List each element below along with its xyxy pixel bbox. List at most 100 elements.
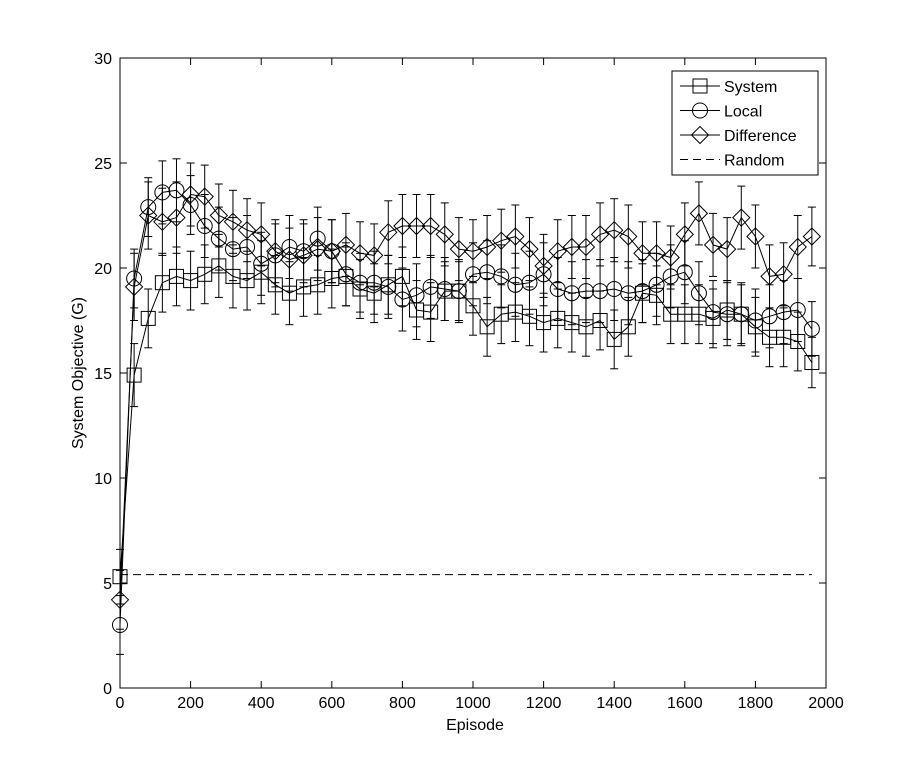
data-point [661,248,680,267]
error-bar [694,181,703,246]
y-tick-label: 5 [103,576,112,593]
data-point [153,212,172,232]
legend-marker [692,78,708,94]
data-point [280,250,299,269]
error-bar [313,217,322,282]
x-tick-label: 1200 [526,695,562,712]
data-point [294,246,313,265]
error-bar [144,181,153,250]
error-bar [172,181,181,254]
data-point [195,187,214,206]
data-point [507,276,524,293]
data-point [802,227,822,246]
x-tick-label: 1600 [667,695,703,712]
x-tick-label: 200 [177,695,204,712]
error-bar [610,198,619,263]
error-bar [793,215,802,279]
data-point [380,278,397,295]
error-bar [469,219,477,284]
error-bar [483,215,492,279]
error-bar [341,212,350,277]
error-bar [709,212,718,277]
y-axis-label: System Objective (G) [70,297,87,449]
data-point [209,206,229,225]
error-bar [412,194,421,258]
data-point [690,285,707,302]
data-point [619,227,638,246]
data-point [421,216,440,236]
data-point [435,225,454,244]
data-point [450,283,467,300]
error-bar [765,244,774,309]
data-point [124,277,144,297]
legend-label: System [724,79,777,96]
error-bar [144,288,153,349]
error-bar [243,198,252,263]
data-point [719,306,736,323]
error-bar [186,250,195,311]
data-point [789,302,806,318]
error-bar [440,202,449,267]
data-point [534,256,553,276]
error-bar [652,221,661,286]
x-tick-label: 1800 [738,695,774,712]
data-point [336,235,356,255]
error-bar [356,221,365,286]
error-bar [257,202,266,267]
error-bar [709,280,718,345]
data-point [506,227,525,246]
data-point [590,225,610,244]
data-point [577,283,594,300]
legend-item-system: System [680,78,777,96]
error-bar [539,233,548,298]
series-difference [110,162,822,630]
error-bar [596,202,605,267]
data-point [733,306,750,323]
error-bar [412,263,421,328]
x-tick-label: 800 [389,695,416,712]
data-point [746,227,765,246]
data-point [393,216,412,236]
y-tick-label: 10 [94,471,112,488]
error-bar [285,227,294,292]
error-bar [723,217,732,282]
error-bar [751,288,760,353]
data-point [223,212,243,232]
data-point [251,225,271,244]
y-tick-label: 15 [94,366,112,383]
error-bar [299,223,308,288]
legend-box [671,70,819,176]
error-bar [370,223,379,288]
data-point [520,239,539,259]
error-bar [497,208,506,273]
legend-item-difference: Difference [680,125,797,145]
error-bar [680,202,689,267]
data-point [308,239,327,259]
legend-marker [690,125,710,145]
error-bar [116,569,124,630]
data-point [350,244,370,263]
data-point [604,220,624,240]
error-bar [186,162,195,227]
error-bar [694,261,703,326]
error-bar [737,282,746,347]
data-point [492,231,511,250]
data-point [167,208,186,227]
data-point [181,185,200,204]
x-tick-label: 400 [248,695,275,712]
y-tick-label: 25 [94,156,112,173]
data-point [606,331,622,347]
data-point [548,241,567,261]
error-bar [807,206,816,267]
data-point [592,283,609,300]
y-tick-label: 20 [94,261,112,278]
x-axis-label: Episode [446,717,504,734]
data-point [647,244,666,263]
error-bar [581,215,590,279]
data-point [689,204,709,223]
error-bar [200,164,209,229]
data-point [477,237,497,257]
y-tick-label: 30 [94,51,112,68]
data-point [463,241,483,261]
